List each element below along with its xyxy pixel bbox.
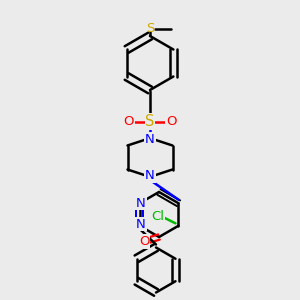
Text: N: N	[145, 133, 155, 146]
Text: S: S	[145, 114, 155, 129]
Text: S: S	[146, 22, 154, 35]
Text: O: O	[139, 235, 149, 248]
Text: O: O	[166, 115, 176, 128]
Text: N: N	[145, 169, 155, 182]
Text: O: O	[124, 115, 134, 128]
Text: N: N	[136, 218, 146, 231]
Text: N: N	[136, 197, 146, 210]
Text: Cl: Cl	[151, 210, 164, 223]
